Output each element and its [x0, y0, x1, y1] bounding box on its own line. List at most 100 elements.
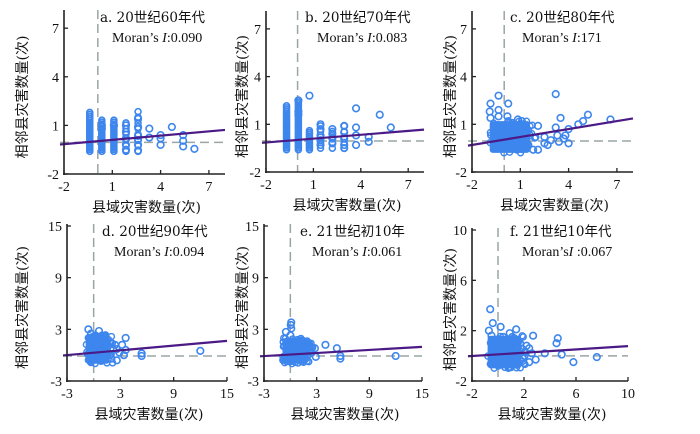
x-tick-label: 2 — [521, 387, 528, 402]
data-point — [559, 134, 568, 143]
data-point — [518, 354, 527, 363]
x-tick-label: 9 — [366, 387, 373, 402]
scatter-points — [85, 107, 199, 156]
panel-title: b. 20世纪70年代 — [305, 10, 411, 26]
data-point — [500, 127, 509, 135]
y-tick-label: 9 — [55, 272, 62, 287]
scatter-points — [279, 318, 400, 368]
x-axis-title: 县域灾害数量(次) — [498, 406, 607, 423]
x-tick-label: 15 — [415, 387, 429, 402]
data-point — [121, 333, 130, 343]
x-tick-label: 1 — [310, 178, 317, 193]
data-point — [179, 142, 188, 151]
data-point — [364, 137, 373, 146]
x-tick-label: 4 — [565, 178, 572, 193]
data-point — [518, 332, 526, 340]
y-tick-label: -2 — [47, 168, 59, 183]
data-point — [95, 341, 104, 349]
y-tick-label: 6 — [460, 274, 467, 289]
data-point — [292, 343, 300, 351]
data-point — [564, 139, 573, 148]
data-point — [336, 354, 345, 363]
moran-italic-i: I — [163, 245, 170, 260]
data-point — [134, 107, 142, 116]
data-point — [294, 359, 302, 367]
data-point — [340, 144, 349, 153]
data-point — [553, 131, 562, 140]
data-point — [133, 140, 143, 149]
data-point — [522, 117, 531, 125]
x-tick-label: -2 — [466, 387, 478, 402]
data-point — [516, 364, 524, 372]
data-point — [592, 352, 601, 362]
moran-value: :0.061 — [367, 245, 402, 260]
data-point-cluster — [283, 111, 291, 150]
data-point — [578, 117, 588, 126]
data-point — [529, 145, 538, 154]
moran-value: :0.067 — [573, 245, 612, 260]
y-tick-label: 1 — [460, 118, 467, 133]
data-point — [496, 322, 505, 331]
data-point — [310, 344, 320, 353]
x-tick-label: -2 — [260, 178, 272, 193]
y-tick-label: -2 — [249, 166, 261, 181]
panel-title: d. 20世纪90年代 — [102, 224, 208, 240]
data-point — [133, 122, 143, 132]
y-tick-label: 4 — [460, 71, 467, 86]
data-point — [316, 140, 325, 150]
data-point — [487, 342, 496, 351]
y-tick-label: -2 — [455, 375, 467, 390]
data-point — [552, 339, 561, 348]
data-point — [490, 359, 498, 367]
data-point — [494, 91, 503, 100]
data-point-cluster — [110, 125, 118, 152]
data-point — [103, 353, 111, 361]
trend-line — [467, 117, 634, 147]
data-point — [328, 124, 337, 134]
x-tick-label: 1 — [109, 180, 116, 195]
y-axis-title: 相邻县灾害数量(次) — [234, 246, 251, 369]
data-point — [486, 305, 495, 314]
data-point — [524, 126, 533, 135]
data-point — [485, 107, 494, 116]
data-point — [86, 329, 96, 338]
data-point — [294, 107, 303, 116]
moran-i-label: Moran’s I:171 — [522, 31, 602, 46]
data-point — [303, 351, 312, 360]
trend-line — [59, 128, 226, 146]
x-tick-label: 4 — [157, 180, 164, 195]
moran-i-label: Moran’s I:0.094 — [114, 245, 204, 260]
y-tick-label: 4 — [254, 71, 261, 86]
data-point — [121, 140, 131, 149]
data-point — [509, 120, 518, 129]
data-point — [517, 121, 527, 130]
scatter-points — [282, 91, 395, 154]
data-point — [280, 358, 289, 367]
data-point — [498, 361, 507, 369]
data-point — [92, 333, 101, 343]
data-point — [488, 319, 497, 328]
y-tick-label: 7 — [254, 23, 261, 38]
data-point — [316, 136, 325, 145]
data-point — [375, 110, 384, 119]
panel-title: e. 21世纪初10年 — [300, 223, 405, 240]
y-tick-label: 15 — [245, 220, 259, 235]
data-point — [156, 140, 165, 149]
panel-title: f. 21世纪10年代 — [510, 224, 612, 240]
data-point — [490, 364, 498, 372]
y-tick-label: 15 — [48, 220, 62, 235]
y-tick-label: -2 — [455, 166, 467, 181]
data-point — [505, 142, 513, 150]
y-axis-title: 相邻县灾害数量(次) — [234, 35, 251, 158]
moran-value: :0.094 — [169, 245, 204, 260]
data-point — [569, 358, 578, 367]
data-point — [133, 131, 143, 141]
data-point — [287, 357, 295, 366]
data-point — [286, 331, 295, 340]
data-point — [100, 332, 109, 341]
data-point — [332, 344, 341, 353]
data-point — [500, 149, 508, 157]
data-point — [487, 331, 496, 340]
data-point — [87, 358, 95, 367]
data-point — [486, 128, 495, 137]
